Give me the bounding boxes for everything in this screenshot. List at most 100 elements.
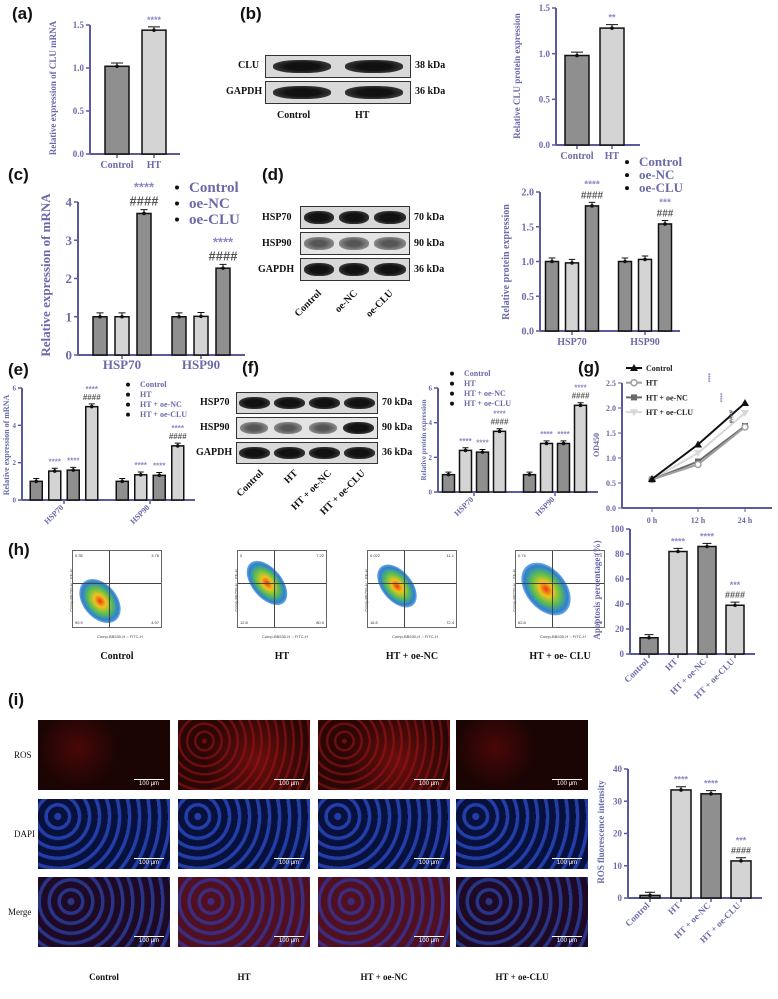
quadrant-line [516,583,604,584]
scale-bar: 100 μm [134,858,164,866]
bar [66,469,80,501]
quadrant-q4: 62.8 [518,620,526,625]
significance-stars: *** [659,197,671,208]
micrograph-ros: 100 μm [178,720,310,790]
legend-label: oe-NC [639,167,674,182]
bar [85,405,99,501]
bar [104,65,130,155]
y-tick-label: 1.5 [522,222,535,233]
data-point [739,859,743,863]
chart-c: 0 1 2 3 4 Relative expression of mRNA HSP70 ***… [38,180,245,372]
line-marker [630,378,638,387]
quadrant-line [404,551,405,627]
panel-label-b: (b) [240,4,262,23]
bar [136,212,152,356]
significance-stars: **** [49,457,62,466]
y-tick-label: 80 [615,549,625,559]
data-point [177,314,181,319]
significance-stars: **** [540,430,553,439]
quadrant-line [368,583,456,584]
data-point [199,314,203,319]
data-point [679,788,683,792]
data-point [709,792,713,796]
y-tick-label: 0.5 [539,94,551,104]
y-tick-label: 0 [13,496,17,504]
y-axis-label: Relative protein expression [501,204,512,320]
y-tick-label: 0.0 [73,149,85,159]
y-tick-label: 2.5 [606,379,616,388]
micrograph-column-label: Control [89,972,119,982]
blot-row-label: HSP90 [262,238,292,249]
bar [539,442,554,493]
line-marker [630,409,638,417]
scale-bar: 100 μm [274,858,304,866]
data-point [115,64,119,69]
y-tick-label: 0 [429,488,433,496]
panel-label-f: (f) [242,358,259,377]
quadrant-q1: 0 [240,553,243,558]
micrograph-column-label: HT + oe-NC [360,972,408,982]
blot-row-label: HSP70 [262,212,292,223]
blot-row-label: CLU [238,60,260,71]
scale-bar: 100 μm [274,936,304,944]
panel-label-a: (a) [12,4,33,23]
significance-hash: #### [572,392,590,401]
significance-stars: *** [736,836,747,846]
significance-stars: ** [608,13,616,23]
chart-d: 0.0 0.5 1.0 1.5 2.0 Relative protein expressi… [501,154,684,348]
micrograph-dapi: 100 μm [38,799,170,869]
data-point [575,53,579,58]
data-point [446,472,451,477]
flow-x-axis-label: Comp-BB530-H :: FITC-H [540,634,586,639]
chart-i: 0 10 20 30 40 ROS fluorescence intensity Contr… [596,764,762,945]
bar [193,315,209,356]
scale-bar-label: 100 μm [556,860,578,866]
y-tick-label: 2 [429,454,433,462]
x-tick-label: 12 h [691,516,706,525]
x-tick-label: HT [147,160,162,171]
flow-group-label: Control [100,651,134,662]
y-axis-label: Relative expression of mRNA [38,193,53,357]
flow-plot: 0.35 3.78 90.9 4.97 [72,550,162,628]
scale-bar-label: 100 μm [278,938,300,944]
x-tick-label: Control [560,151,593,162]
data-point [623,259,627,264]
scale-bar: 100 μm [134,779,164,787]
y-tick-label: 4 [429,419,433,427]
y-tick-label: 40 [613,764,623,774]
blot-band-hsp90 [300,232,410,255]
legend-label: oe-CLU [189,212,240,228]
legend-marker [126,412,130,417]
scale-bar-label: 100 μm [138,781,160,787]
data-point [527,472,532,477]
scale-bar-label: 100 μm [278,860,300,866]
flow-plot: 0.022 11.1 16.5 72.4 [367,550,457,628]
x-tick-label: 0 h [647,516,658,525]
y-tick-label: 1.0 [522,257,535,268]
bar [599,27,625,146]
data-point [89,404,94,409]
flow-x-axis-label: Comp-BB530-H :: FITC-H [262,634,308,639]
legend-label: Control [189,180,239,196]
legend-label: HT + oe-CLU [140,410,187,419]
blot-row-label: GAPDH [226,86,263,97]
significance-hash: #### [169,432,187,441]
quadrant-q1: 0.74 [518,553,526,558]
blot-band-gapdh [236,442,378,464]
y-axis-label: Relative CLU protein expression [512,13,522,138]
data-point [71,468,76,472]
bar [458,449,473,493]
x-tick-label: HSP70 [452,495,475,518]
scale-bar: 100 μm [552,779,582,787]
micrograph-row-label: Merge [8,907,32,917]
quadrant-line [73,583,161,584]
quadrant-q2: 13.4 [594,553,602,558]
bar [114,316,130,356]
y-tick-label: 0.0 [539,140,551,150]
micrograph-ros: 100 μm [456,720,588,790]
significance-stars: **** [704,779,719,789]
x-tick-label: Control [623,900,652,929]
legend-label: HT + oe-NC [464,389,506,398]
blot-band-gapdh [265,81,411,104]
data-point [221,266,225,270]
